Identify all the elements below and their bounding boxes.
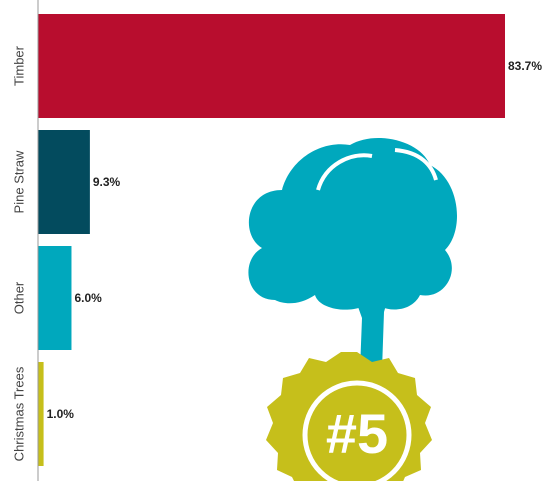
tree-crown [248, 137, 457, 310]
y-tick-label: Timber [11, 45, 26, 86]
badge-ring [302, 380, 412, 481]
badge-text: #5 [326, 402, 388, 465]
data-label: 1.0% [47, 407, 75, 421]
bar [38, 14, 505, 118]
data-label: 9.3% [93, 175, 121, 189]
y-tick-label: Christmas Trees [11, 366, 26, 461]
bar [38, 246, 72, 350]
data-label: 83.7% [508, 59, 542, 73]
tree-crown-highlight [316, 148, 438, 191]
data-label: 6.0% [74, 291, 102, 305]
y-tick-label: Other [11, 281, 26, 314]
bar [38, 362, 44, 466]
illustration: #5 [248, 137, 457, 481]
y-tick-label: Pine Straw [11, 150, 26, 213]
bar [38, 130, 90, 234]
